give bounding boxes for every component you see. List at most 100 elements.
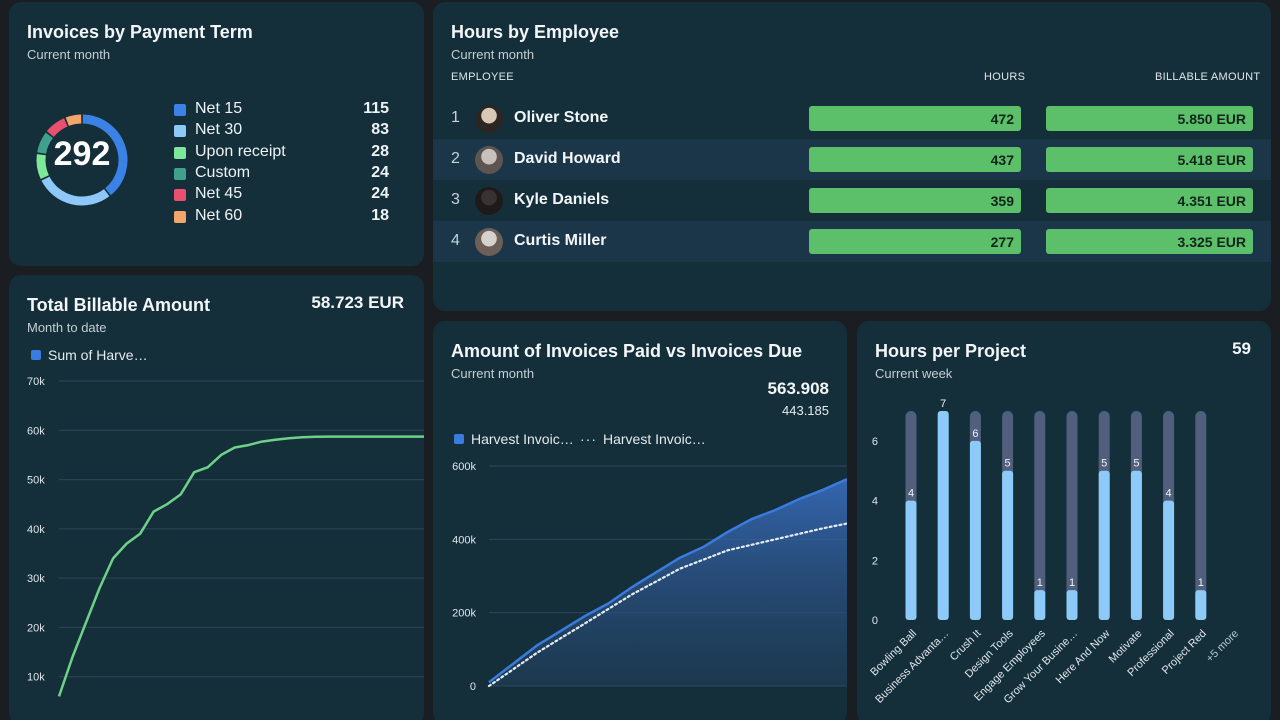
donut-slice-upon-receipt[interactable] [36, 154, 49, 180]
bar[interactable] [905, 500, 917, 620]
legend-label: Upon receipt [195, 142, 286, 160]
table-row[interactable]: 2 David Howard 437 5.418 EUR [433, 139, 1271, 180]
hours-by-employee-title: Hours by Employee [451, 22, 620, 42]
table-row[interactable]: 4 Curtis Miller 277 3.325 EUR [433, 221, 1271, 262]
amount-bar: 5.850 EUR [1046, 106, 1253, 131]
dotted-line-icon: ··· [580, 431, 597, 447]
legend-swatch-icon [174, 125, 186, 138]
bar[interactable] [1195, 590, 1207, 620]
legend-value: 24 [371, 163, 389, 181]
bar-value-label: 4 [908, 488, 914, 500]
amount-value: 5.418 EUR [1177, 152, 1246, 168]
legend-swatch-icon [31, 350, 41, 360]
hours-value: 277 [990, 234, 1014, 250]
paid-series-line[interactable] [488, 478, 847, 684]
bar[interactable] [1163, 500, 1175, 620]
donut-slice-net-45[interactable] [46, 118, 68, 138]
hours-bar: 437 [809, 147, 1021, 172]
payment-term-title: Invoices by Payment Term [27, 22, 253, 42]
bar-value-label: 4 [1166, 488, 1172, 500]
y-tick-label: 200k [452, 608, 476, 620]
legend-value: 24 [371, 185, 389, 203]
legend-label: Net 15 [195, 100, 243, 117]
bar-background [1195, 411, 1207, 620]
due-legend[interactable]: ··· Harvest Invoic… [580, 431, 706, 447]
more-categories-label[interactable]: +5 more [1204, 628, 1241, 665]
row-rank: 3 [451, 191, 460, 208]
legend-value: 18 [371, 206, 389, 224]
hours-by-employee-panel: Hours by Employee Current month EMPLOYEE… [433, 2, 1271, 311]
legend-label: Net 45 [195, 185, 243, 203]
hours-value: 437 [990, 152, 1014, 168]
table-row[interactable]: 3 Kyle Daniels 359 4.351 EUR [433, 180, 1271, 221]
legend-item-custom[interactable]: Custom 24 [174, 164, 389, 184]
legend-swatch-icon [174, 210, 186, 223]
billable-subtitle: Month to date [27, 320, 107, 335]
bar-value-label: 6 [972, 428, 978, 440]
bar-value-label: 1 [1069, 577, 1075, 589]
y-tick-label: 0 [470, 681, 476, 693]
legend-item-net-45[interactable]: Net 45 24 [174, 185, 389, 205]
bar[interactable] [1002, 470, 1014, 620]
donut-slice-net-15[interactable] [82, 114, 128, 196]
billable-line-chart[interactable]: 10k 20k 30k 40k 50k 60k 70k [9, 370, 424, 720]
legend-item-upon-receipt[interactable]: Upon receipt 28 [174, 143, 389, 163]
hours-value: 472 [990, 111, 1014, 127]
col-header-billable[interactable]: BILLABLE AMOUNT [1155, 71, 1261, 83]
billable-panel: Total Billable Amount Month to date 58.7… [9, 275, 424, 720]
employee-name: Curtis Miller [514, 232, 607, 249]
donut-slice-custom[interactable] [37, 132, 54, 155]
paid-vs-due-area-chart[interactable]: 0 200k 400k 600k [433, 455, 847, 720]
bar[interactable] [1034, 590, 1046, 620]
paid-legend[interactable]: Harvest Invoic… [454, 431, 574, 447]
legend-item-net-60[interactable]: Net 60 18 [174, 207, 389, 227]
payment-term-panel: Invoices by Payment Term Current month 2… [9, 2, 424, 266]
bar-value-label: 5 [1133, 458, 1139, 470]
hours-bar: 359 [809, 188, 1021, 213]
donut-slice-net-30[interactable] [41, 176, 110, 206]
billable-series-line[interactable] [57, 435, 424, 697]
bar-background [1066, 411, 1078, 620]
y-tick-label: 400k [452, 534, 476, 546]
row-rank: 4 [451, 232, 460, 249]
bar[interactable] [969, 440, 981, 620]
col-header-employee[interactable]: EMPLOYEE [451, 71, 514, 83]
bar[interactable] [937, 411, 949, 620]
paid-legend-label: Harvest Invoic… [471, 431, 574, 447]
col-header-hours[interactable]: HOURS [984, 71, 1026, 83]
due-series-line[interactable] [487, 522, 847, 688]
legend-label: Net 30 [195, 121, 243, 139]
bar[interactable] [1066, 590, 1078, 620]
legend-value: 83 [371, 121, 389, 139]
bar[interactable] [1098, 470, 1110, 620]
y-tick-label: 50k [27, 475, 45, 487]
amount-value: 4.351 EUR [1177, 193, 1246, 209]
paid-vs-due-title: Amount of Invoices Paid vs Invoices Due [451, 341, 803, 361]
bar[interactable] [1130, 470, 1142, 620]
payment-term-total: 292 [53, 135, 111, 173]
bar-value-label: 5 [1005, 458, 1011, 470]
legend-swatch-icon [174, 104, 186, 116]
amount-bar: 5.418 EUR [1046, 147, 1253, 172]
billable-legend[interactable]: Sum of Harve… [31, 347, 148, 363]
donut-slice-net-60[interactable] [65, 114, 82, 126]
hours-bar: 277 [809, 229, 1021, 254]
legend-item-net-15[interactable]: Net 15 115 [174, 100, 389, 120]
hours-per-project-total: 59 [1232, 339, 1251, 358]
table-row[interactable]: 1 Oliver Stone 472 5.850 EUR [433, 98, 1271, 139]
legend-label: Custom [195, 163, 251, 181]
paid-vs-due-subtitle: Current month [451, 366, 535, 381]
employee-name: Oliver Stone [514, 109, 609, 126]
y-tick-label: 60k [27, 425, 45, 437]
paid-value: 563.908 [767, 379, 829, 398]
bar-value-label: 5 [1101, 458, 1107, 470]
y-tick-label: 70k [27, 376, 45, 388]
amount-value: 5.850 EUR [1177, 111, 1246, 127]
due-legend-label: Harvest Invoic… [603, 431, 706, 447]
bar-value-label: 1 [1037, 577, 1043, 589]
legend-item-net-30[interactable]: Net 30 83 [174, 121, 389, 141]
row-rank: 2 [451, 150, 460, 167]
employee-name: Kyle Daniels [514, 191, 610, 208]
payment-term-donut[interactable] [22, 100, 142, 220]
